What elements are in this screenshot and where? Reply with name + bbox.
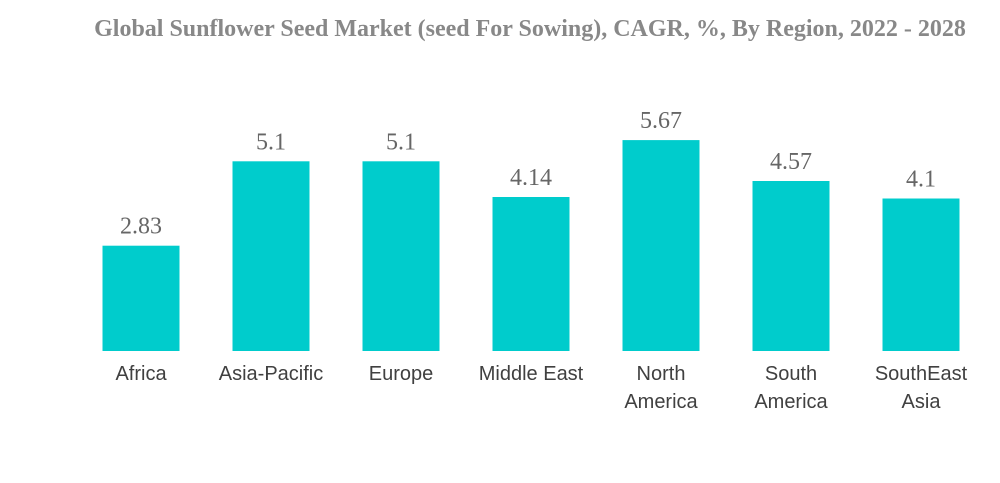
category-label: America — [624, 391, 698, 413]
bar — [102, 245, 180, 351]
bar — [882, 198, 960, 351]
bar — [492, 197, 570, 351]
category-label: Asia-Pacific — [219, 363, 323, 385]
value-label: 4.1 — [906, 167, 936, 193]
value-label: 5.1 — [256, 129, 286, 155]
category-label: SouthEast — [875, 363, 968, 385]
category-label: America — [754, 391, 828, 413]
category-label: Europe — [369, 363, 434, 385]
bars-group — [102, 140, 960, 351]
bar — [362, 161, 440, 351]
category-label: North — [637, 363, 686, 385]
category-label: Middle East — [479, 363, 584, 385]
value-label: 5.67 — [640, 108, 682, 134]
bar — [622, 140, 700, 351]
value-label: 4.57 — [770, 149, 812, 175]
bar — [752, 181, 830, 351]
value-label: 4.14 — [510, 165, 552, 191]
value-label: 5.1 — [386, 129, 416, 155]
category-label: South — [765, 363, 817, 385]
value-label: 2.83 — [120, 214, 162, 240]
bar — [232, 161, 310, 351]
category-label: Africa — [115, 363, 167, 385]
category-labels-group: Africa Asia-Pacific Europe Middle East North… — [115, 363, 967, 413]
category-label: Asia — [902, 391, 942, 413]
value-labels-group: 2.83 5.1 5.1 4.14 5.67 4.57 4.1 — [120, 108, 936, 240]
chart-title: Global Sunflower Seed Market (seed For S… — [94, 16, 966, 42]
